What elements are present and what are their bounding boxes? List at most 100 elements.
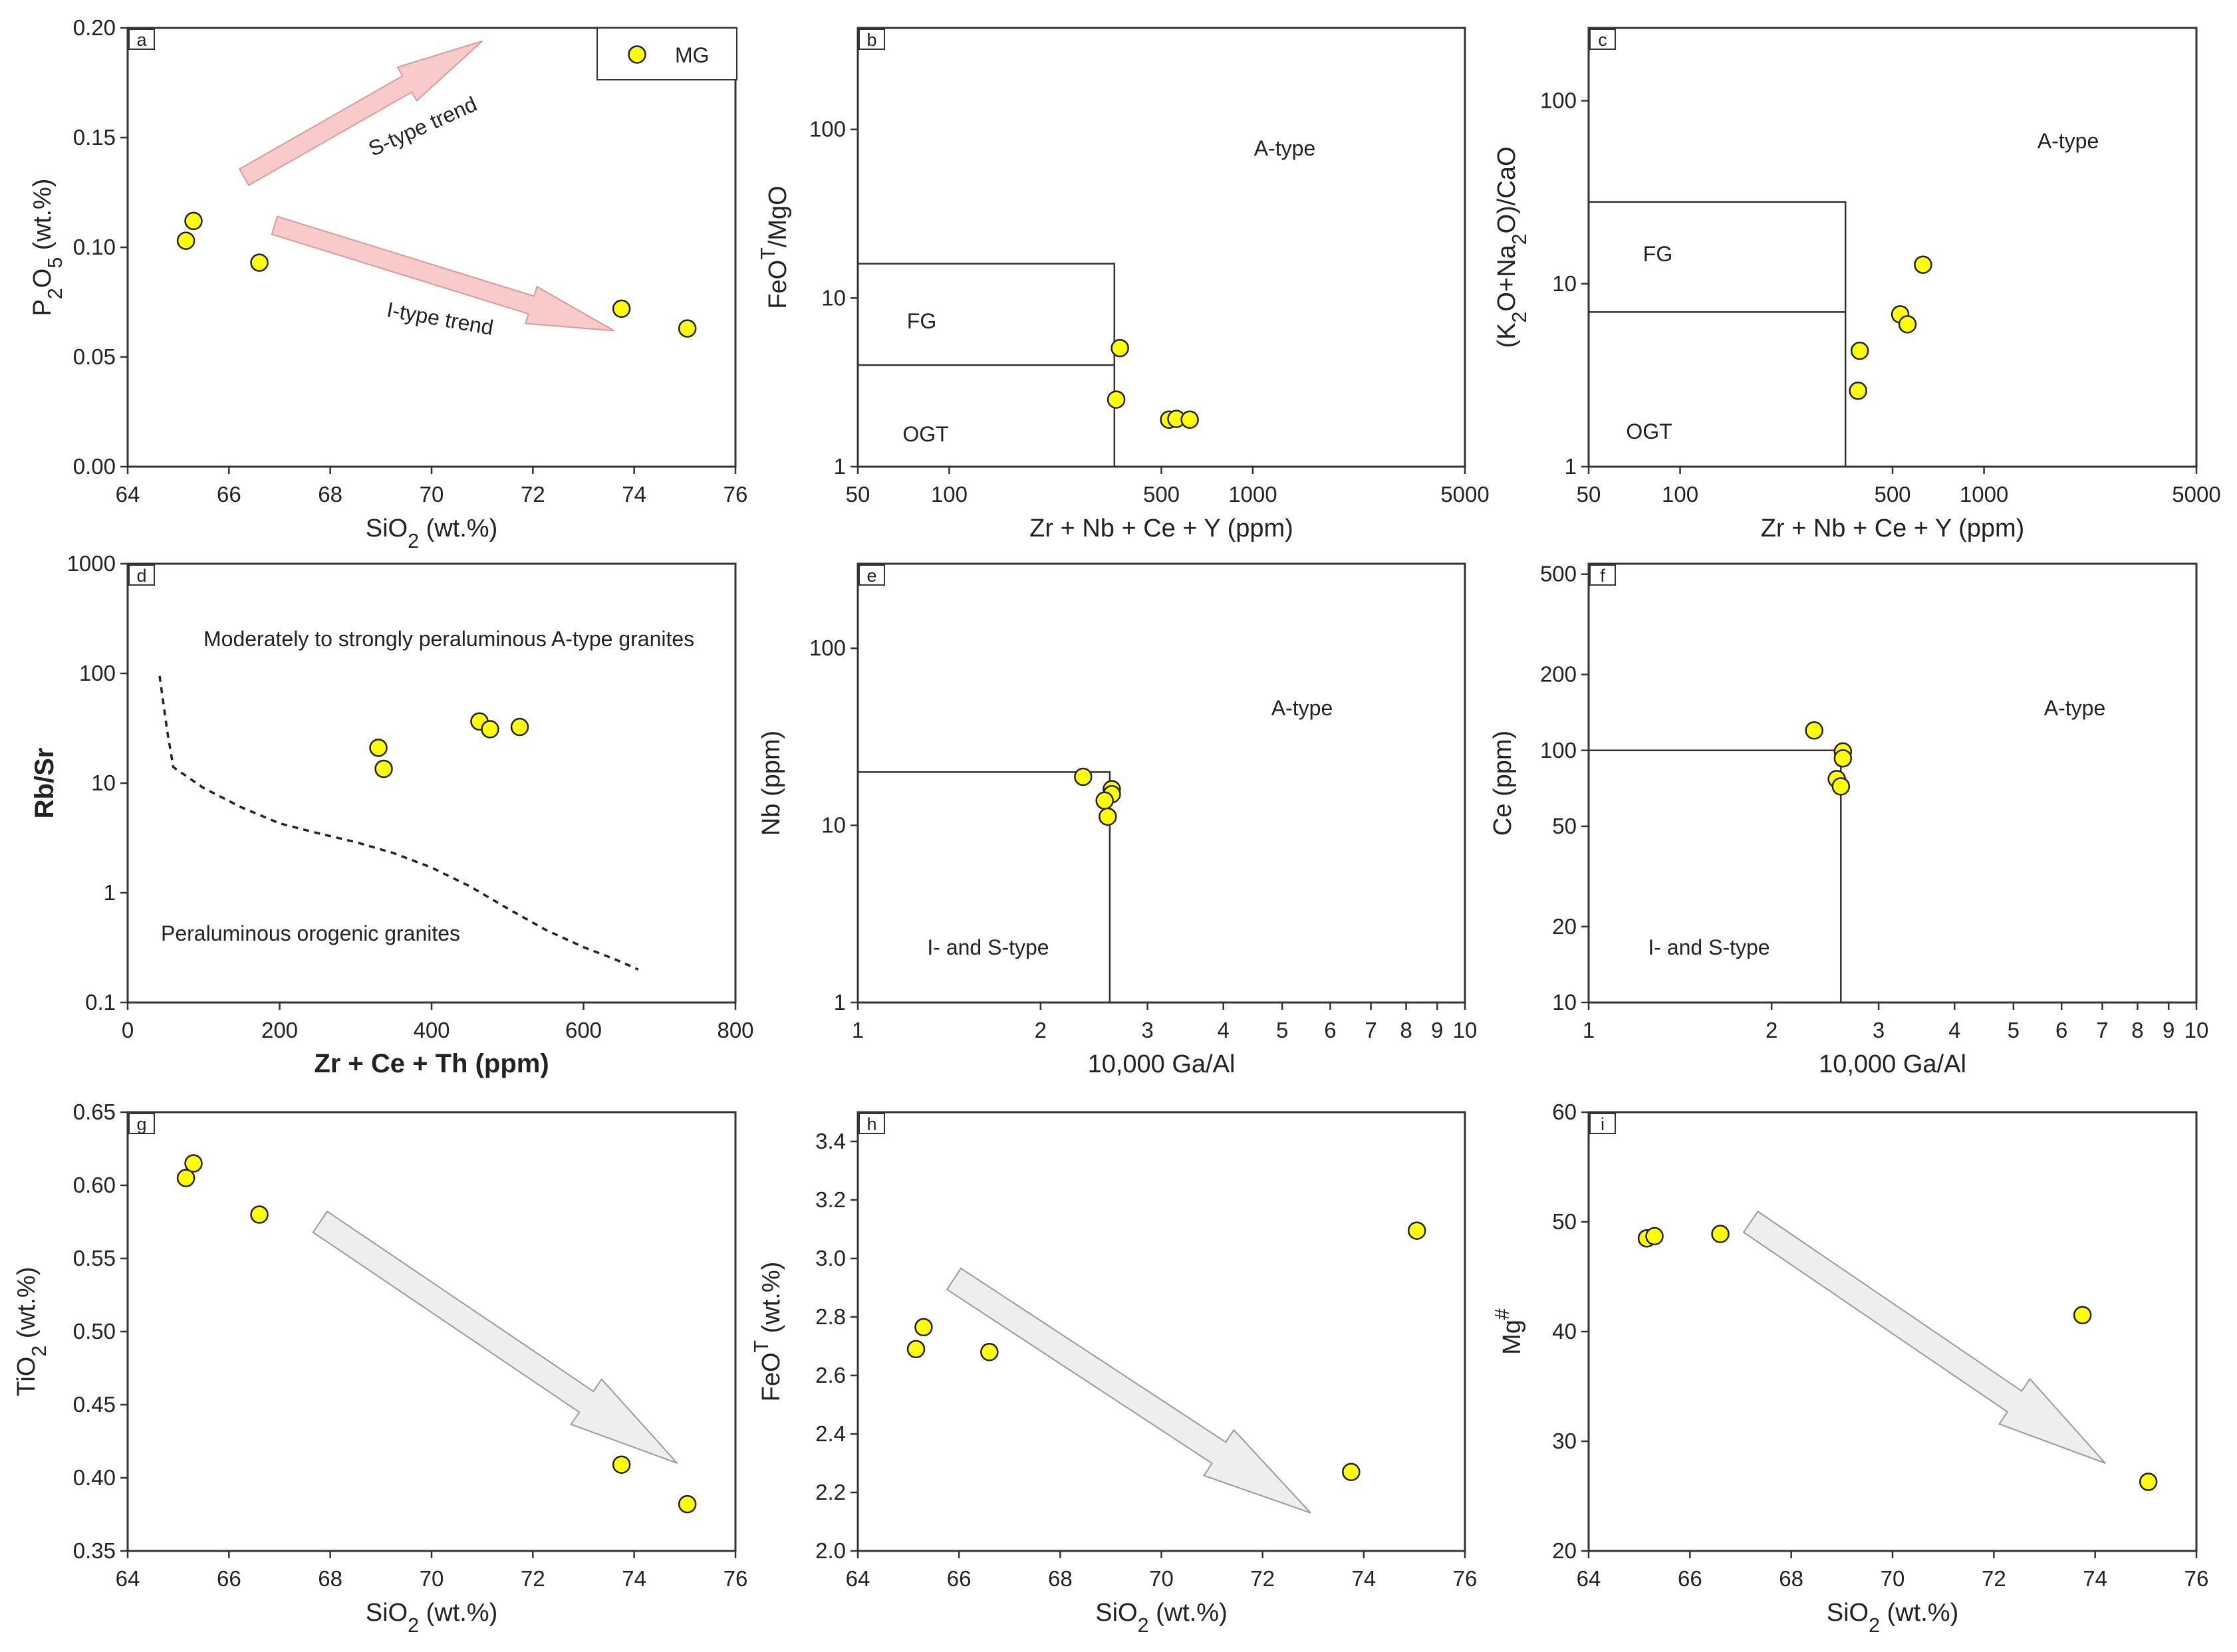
data-point — [980, 1343, 999, 1361]
y-tick-label: 20 — [1552, 914, 1577, 939]
field-label: FG — [1643, 242, 1672, 266]
x-tick-label: 74 — [622, 1566, 646, 1591]
data-point — [1849, 382, 1867, 400]
legend: MG — [596, 27, 737, 80]
x-tick-label: 1000 — [1228, 482, 1277, 507]
y-tick-label: 1000 — [67, 551, 116, 576]
field-label: I- and S-type — [927, 935, 1049, 959]
y-tick-label: 100 — [809, 117, 846, 142]
y-axis-title: TiO2 (wt.%) — [13, 1267, 51, 1397]
y-tick-label: 2.2 — [815, 1480, 846, 1504]
trend-arrow-1 — [1742, 1210, 2106, 1464]
x-tick-label: 3 — [1873, 1018, 1885, 1042]
y-tick-label: 0.65 — [73, 1100, 116, 1124]
legend-label: MG — [675, 43, 710, 67]
x-axis-title: Zr + Nb + Ce + Y (ppm) — [1761, 515, 2025, 542]
y-tick-label: 2.0 — [815, 1538, 846, 1563]
x-tick-label: 3 — [1141, 1018, 1153, 1042]
y-tick-label: 2.4 — [815, 1421, 846, 1446]
field-label: Moderately to strongly peraluminous A-ty… — [203, 627, 694, 651]
y-tick-label: 0.45 — [73, 1392, 116, 1417]
panel-letter: d — [136, 566, 146, 586]
panel-d: 0 200 400 600 800 0.1 1 10 100 1000 Zr + Ce + Th (… — [30, 551, 754, 1078]
plot-frame — [126, 27, 737, 468]
y-tick-label: 10 — [1552, 990, 1577, 1014]
y-tick-label: 0.55 — [73, 1246, 116, 1270]
panel-letter-box — [128, 1113, 155, 1134]
data-point — [1914, 255, 1932, 274]
field-label: OGT — [1626, 419, 1672, 443]
x-tick-label: 5 — [2008, 1018, 2020, 1042]
field-label: A-type — [2044, 696, 2105, 720]
data-point — [1111, 338, 1129, 358]
y-tick-label: 0.60 — [73, 1173, 116, 1197]
x-tick-label: 70 — [420, 1566, 444, 1591]
data-point — [176, 1169, 196, 1187]
y-axis-title: (K2O+Na2O)/CaO — [1493, 146, 1531, 348]
x-tick-label: 76 — [724, 482, 748, 507]
x-tick-label: 200 — [261, 1018, 298, 1042]
x-tick-label: 100 — [1662, 482, 1698, 507]
x-tick-label: 400 — [413, 1018, 450, 1042]
y-tick-label: 2.8 — [815, 1304, 846, 1329]
y-tick-label: 100 — [79, 661, 116, 685]
data-point — [1645, 1227, 1664, 1246]
data-point — [510, 717, 529, 737]
data-point — [1095, 791, 1114, 810]
x-tick-label: 8 — [2131, 1018, 2143, 1042]
data-point — [250, 253, 269, 272]
panel-letter: e — [866, 566, 876, 586]
plot-frame — [1587, 27, 2198, 468]
x-axis-title: 10,000 Ga/Al — [1819, 1050, 1966, 1078]
x-tick-label: 7 — [2096, 1018, 2108, 1042]
x-tick-label: 64 — [1577, 1566, 1601, 1591]
data-point — [612, 299, 631, 318]
plot-frame — [126, 1111, 737, 1552]
y-tick-label: 0.35 — [73, 1538, 116, 1563]
panel-letter-box — [128, 29, 155, 50]
data-point — [1898, 315, 1917, 334]
x-tick-label: 70 — [1149, 1566, 1174, 1591]
x-tick-label: 68 — [318, 1566, 342, 1591]
y-tick-label: 0.20 — [73, 15, 116, 40]
x-tick-label: 68 — [1048, 1566, 1073, 1591]
legend-box — [596, 27, 737, 80]
panel-letter: f — [1600, 566, 1605, 586]
y-tick-label: 0.15 — [73, 125, 116, 150]
y-tick-label: 0.40 — [73, 1465, 116, 1490]
x-tick-label: 6 — [1324, 1018, 1336, 1042]
y-tick-label: 2.6 — [815, 1363, 846, 1387]
y-tick-label: 100 — [809, 636, 846, 660]
panel-letter: h — [866, 1114, 876, 1134]
y-tick-label: 10 — [821, 813, 846, 838]
y-tick-label: 0.1 — [85, 990, 116, 1014]
panel-letter-box — [1589, 1113, 1616, 1134]
x-tick-label: 70 — [420, 482, 444, 507]
x-axis-title: SiO2 (wt.%) — [366, 515, 497, 552]
data-point — [184, 1154, 203, 1173]
y-tick-label: 100 — [1540, 88, 1577, 113]
x-tick-label: 66 — [217, 482, 241, 507]
x-tick-label: 64 — [116, 1566, 140, 1591]
trend-arrow-1 — [946, 1267, 1311, 1514]
field-label: A-type — [1271, 696, 1333, 720]
x-tick-label: 64 — [116, 482, 140, 507]
field-label: OGT — [902, 422, 948, 446]
x-axis-title: Zr + Nb + Ce + Y (ppm) — [1029, 515, 1293, 542]
x-tick-label: 66 — [947, 1566, 972, 1591]
x-tick-label: 5 — [1276, 1018, 1288, 1042]
x-tick-label: 74 — [622, 482, 646, 507]
y-tick-label: 0.05 — [73, 344, 116, 369]
x-tick-label: 1 — [852, 1018, 864, 1042]
y-tick-label: 3.2 — [815, 1187, 846, 1212]
field-boundary — [858, 771, 1111, 1003]
x-tick-label: 76 — [724, 1566, 748, 1591]
y-tick-label: 100 — [1540, 738, 1577, 763]
x-tick-label: 4 — [1948, 1018, 1960, 1042]
y-axis-title: FeOT (wt.%) — [750, 1262, 785, 1402]
x-tick-label: 72 — [1250, 1566, 1275, 1591]
field-label: A-type — [2038, 129, 2099, 153]
x-tick-label: 10 — [1453, 1018, 1478, 1042]
y-tick-label: 0.00 — [73, 454, 116, 479]
